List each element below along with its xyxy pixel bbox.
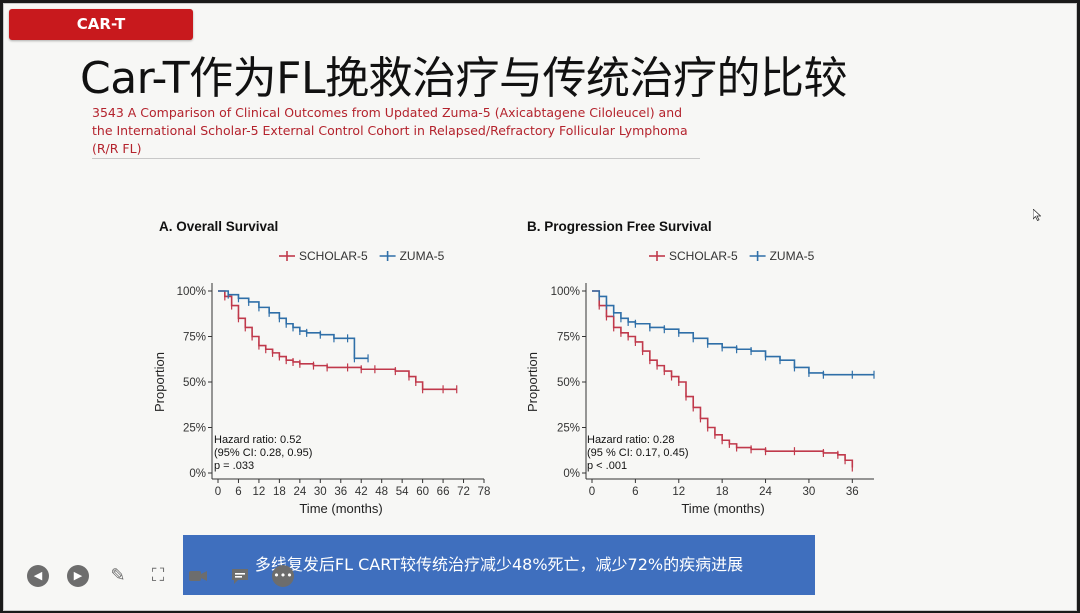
pen-button[interactable]: ✎	[107, 565, 129, 587]
more-icon: •••	[273, 569, 293, 582]
legend-label: ZUMA-5	[770, 249, 815, 263]
x-tick-label: 24	[759, 486, 772, 498]
series-line-scholar-5	[218, 290, 457, 391]
x-tick-label: 54	[396, 486, 409, 498]
more-button[interactable]: •••	[272, 565, 294, 587]
pencil-icon: ✎	[110, 565, 126, 586]
y-tick-label: 25%	[183, 423, 206, 435]
y-tick-label: 75%	[557, 332, 580, 344]
y-tick-label: 0%	[563, 468, 580, 480]
fullscreen-button[interactable]: ⛶	[147, 565, 169, 587]
video-camera-icon	[189, 571, 207, 581]
x-tick-label: 12	[253, 486, 266, 498]
y-tick-label: 0%	[189, 468, 206, 480]
x-tick-label: 42	[355, 486, 368, 498]
y-tick-label: 75%	[183, 332, 206, 344]
chart-b-stats: Hazard ratio: 0.28 (95 % CI: 0.17, 0.45)…	[587, 434, 689, 472]
x-tick-label: 72	[457, 486, 470, 498]
legend-label: SCHOLAR-5	[669, 249, 738, 263]
x-tick-label: 66	[437, 486, 450, 498]
x-axis-title: Time (months)	[299, 501, 382, 516]
y-tick-label: 50%	[183, 377, 206, 389]
x-tick-label: 18	[716, 486, 729, 498]
y-tick-label: 100%	[551, 286, 580, 298]
series-line-zuma-5	[592, 290, 874, 376]
expand-icon: ⛶	[151, 565, 165, 586]
slide-title: Car-T作为FL挽救治疗与传统治疗的比较	[80, 53, 848, 104]
comment-button[interactable]	[229, 565, 251, 587]
y-axis-title: Proportion	[152, 352, 167, 412]
legend-label: SCHOLAR-5	[299, 249, 368, 263]
legend-label: ZUMA-5	[400, 249, 445, 263]
charts-canvas: 0%25%50%75%100%0 6 12 18 24 30 36 42 48 54 60 66 72 7…	[152, 249, 875, 516]
x-tick-label: 6	[235, 486, 241, 498]
x-tick-label: 48	[375, 486, 388, 498]
x-tick-label: 18	[273, 486, 286, 498]
chevron-left-icon: ◀	[33, 569, 43, 582]
category-tag: CAR-T	[9, 9, 193, 40]
x-tick-label: 0	[589, 486, 595, 498]
x-axis-title: Time (months)	[681, 501, 764, 516]
mouse-cursor-icon	[1033, 209, 1041, 221]
chart-a-title: A. Overall Survival	[159, 219, 279, 234]
next-button[interactable]: ▶	[67, 565, 89, 587]
x-tick-label: 12	[672, 486, 685, 498]
x-tick-label: 30	[803, 486, 816, 498]
chart-0-plot: 0% 25% 50% 75% 100% 0 6 12 18 24 30 36 42 48 54 60 66 72 7…	[152, 249, 490, 516]
x-tick-label: 24	[293, 486, 306, 498]
series-line-scholar-5	[592, 290, 854, 468]
y-tick-label: 100%	[177, 286, 206, 298]
x-tick-label: 6	[632, 486, 638, 498]
x-tick-label: 30	[314, 486, 327, 498]
prev-button[interactable]: ◀	[27, 565, 49, 587]
x-tick-label: 78	[478, 486, 491, 498]
y-tick-label: 50%	[557, 377, 580, 389]
y-axis-title: Proportion	[525, 352, 540, 412]
chart-b-title: B. Progression Free Survival	[527, 219, 712, 234]
x-tick-label: 36	[334, 486, 347, 498]
chevron-right-icon: ▶	[73, 569, 83, 582]
comment-icon	[232, 569, 248, 584]
chart-a-stats: Hazard ratio: 0.52 (95% CI: 0.28, 0.95) …	[214, 434, 313, 472]
slide: CAR-T Car-T作为FL挽救治疗与传统治疗的比较 3543 A Compa…	[3, 3, 1077, 611]
y-tick-label: 25%	[557, 423, 580, 435]
x-tick-label: 0	[215, 486, 221, 498]
x-tick-label: 36	[846, 486, 859, 498]
slide-subtitle: 3543 A Comparison of Clinical Outcomes f…	[92, 105, 688, 156]
video-button[interactable]	[187, 565, 209, 587]
chart-1-plot: 0% 25% 50% 75% 100% 0 6 12 18 24 30 36 Time (months)…	[525, 249, 875, 516]
x-tick-label: 60	[416, 486, 429, 498]
subtitle-divider	[92, 158, 700, 159]
